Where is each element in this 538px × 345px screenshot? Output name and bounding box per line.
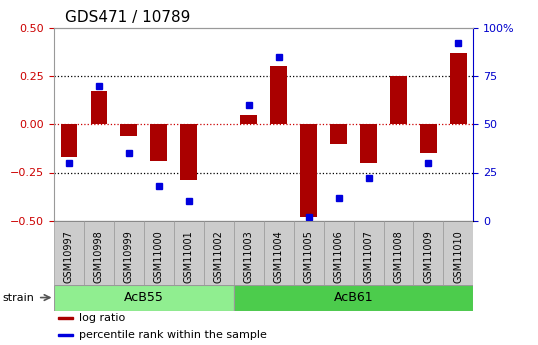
Text: GSM10999: GSM10999	[124, 230, 134, 283]
Text: AcB61: AcB61	[334, 291, 373, 304]
Bar	[54, 221, 84, 285]
Text: GSM11000: GSM11000	[154, 230, 164, 283]
Bar	[264, 221, 294, 285]
Bar	[233, 285, 473, 310]
Text: GSM11003: GSM11003	[244, 230, 253, 283]
Bar	[84, 221, 114, 285]
Text: log ratio: log ratio	[79, 313, 125, 323]
Text: GDS471 / 10789: GDS471 / 10789	[65, 10, 190, 25]
Bar	[240, 115, 257, 124]
Bar	[271, 66, 287, 124]
Bar	[114, 221, 144, 285]
Bar	[330, 124, 347, 144]
Bar	[443, 221, 473, 285]
Bar	[144, 221, 174, 285]
Bar	[151, 124, 167, 161]
Bar	[54, 285, 233, 310]
Bar	[450, 53, 466, 124]
Bar	[233, 221, 264, 285]
Bar	[414, 221, 443, 285]
Text: GSM11009: GSM11009	[423, 230, 434, 283]
Bar	[384, 221, 414, 285]
Bar	[360, 124, 377, 163]
Bar	[58, 334, 73, 336]
Text: GSM11004: GSM11004	[274, 230, 284, 283]
Bar	[174, 221, 204, 285]
Bar	[390, 76, 407, 124]
Text: GSM10998: GSM10998	[94, 230, 104, 283]
Bar	[353, 221, 384, 285]
Bar	[300, 124, 317, 217]
Text: strain: strain	[2, 293, 34, 303]
Text: percentile rank within the sample: percentile rank within the sample	[79, 331, 267, 340]
Bar	[323, 221, 353, 285]
Bar	[204, 221, 233, 285]
Bar	[180, 124, 197, 180]
Bar	[61, 124, 77, 157]
Text: GSM11005: GSM11005	[303, 230, 314, 283]
Text: GSM10997: GSM10997	[64, 230, 74, 283]
Text: AcB55: AcB55	[124, 291, 164, 304]
Text: GSM11006: GSM11006	[334, 230, 344, 283]
Text: GSM11007: GSM11007	[364, 230, 373, 283]
Bar	[420, 124, 437, 153]
Text: GSM11002: GSM11002	[214, 230, 224, 283]
Bar	[121, 124, 137, 136]
Text: GSM11001: GSM11001	[183, 230, 194, 283]
Bar	[90, 91, 107, 124]
Bar	[58, 317, 73, 319]
Text: GSM11008: GSM11008	[393, 230, 404, 283]
Bar	[294, 221, 323, 285]
Text: GSM11010: GSM11010	[454, 230, 463, 283]
